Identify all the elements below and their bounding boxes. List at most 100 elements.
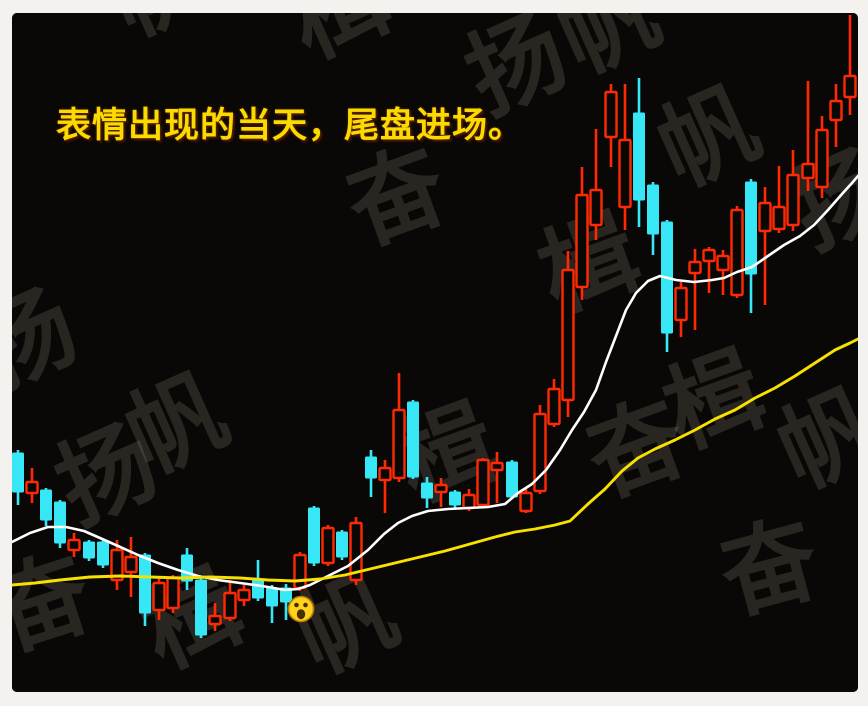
candle-body (139, 554, 151, 614)
candle-body (321, 526, 335, 565)
candle-body (702, 248, 716, 263)
candle-up (772, 166, 786, 233)
candle-body (392, 408, 406, 480)
candle-body (561, 268, 575, 402)
candle-body (829, 99, 843, 122)
candle-down (661, 220, 673, 352)
candle-up (618, 84, 632, 230)
candle-body (815, 128, 829, 189)
candle-down (83, 540, 95, 561)
candle-body (476, 458, 490, 507)
candle-body (618, 138, 632, 209)
candle-body (589, 188, 603, 227)
candle-down (308, 506, 320, 566)
emoji-open-mouth (296, 609, 306, 620)
candle-up (786, 150, 800, 231)
candle-up (801, 81, 815, 191)
candle-up (378, 460, 392, 513)
candle-body (124, 555, 138, 574)
candle-down (506, 460, 518, 499)
candle-body (280, 587, 292, 603)
chart-canvas: 帆楫帆扬奋帆楫扬扬帆扬楫奋楫帆奋楫帆奋 (12, 13, 858, 692)
candle-body (772, 205, 786, 231)
candle-up (843, 15, 857, 115)
candle-body (378, 466, 392, 482)
ma-line-yellow (12, 337, 858, 587)
candle-up (575, 167, 589, 300)
candle-body (195, 579, 207, 636)
candle-body (730, 208, 744, 297)
candle-body (152, 581, 166, 612)
candle-up (702, 247, 716, 293)
candle-body (266, 587, 278, 607)
candle-body (519, 491, 533, 513)
candle-body (843, 74, 857, 99)
candle-up (758, 187, 772, 305)
candle-body (421, 482, 433, 499)
candle-up (476, 458, 490, 507)
candle-up (321, 525, 335, 566)
candle-up (829, 84, 843, 147)
candle-up (237, 585, 251, 606)
candle-up (166, 575, 180, 613)
candle-body (462, 493, 476, 510)
candle-up (716, 250, 730, 295)
candle-down (633, 78, 645, 227)
candle-up (67, 533, 81, 557)
candle-down (97, 539, 109, 568)
candle-down (40, 488, 52, 526)
candle-up (730, 206, 744, 298)
candle-body (237, 588, 251, 602)
chart-annotation-text: 表情出现的当天，尾盘进场。 (56, 106, 525, 146)
candle-down (12, 450, 24, 505)
candle-up (815, 116, 829, 198)
candle-body (604, 90, 618, 139)
candle-body (54, 501, 66, 544)
candle-body (293, 553, 307, 590)
candle-body (349, 521, 363, 582)
candle-down (407, 400, 419, 479)
candle-up (604, 84, 618, 167)
candle-body (647, 184, 659, 235)
candle-up (561, 251, 575, 417)
candle-up (349, 517, 363, 585)
candle-up (152, 577, 166, 620)
candle-body (786, 173, 800, 227)
chart-background (12, 13, 858, 692)
candle-body (365, 456, 377, 479)
emoji-left-eye (294, 602, 299, 608)
candle-body (506, 461, 518, 498)
emoji-face (287, 595, 315, 623)
candle-body (308, 507, 320, 564)
candle-body (208, 614, 222, 626)
candle-up (490, 452, 504, 503)
candle-up (293, 552, 307, 591)
candle-body (336, 531, 348, 558)
candle-up (674, 282, 688, 337)
candle-up (547, 379, 561, 427)
candle-body (252, 579, 264, 599)
ma-line-white (12, 174, 858, 592)
candle-up (434, 478, 448, 507)
candlestick-chart: 帆楫帆扬奋帆楫扬扬帆扬楫奋楫帆奋楫帆奋 表情出现的当天，尾盘进场。 (12, 13, 858, 692)
candle-body (716, 254, 730, 272)
candle-up (589, 129, 603, 240)
candle-body (688, 260, 702, 275)
candle-up (462, 489, 476, 511)
candle-body (407, 401, 419, 478)
candle-body (547, 387, 561, 426)
candle-down (421, 477, 433, 508)
candle-up (392, 373, 406, 482)
candle-body (12, 452, 24, 493)
candle-up (208, 603, 222, 631)
candle-down (195, 578, 207, 638)
candle-down (336, 530, 348, 560)
candle-body (97, 541, 109, 566)
candle-body (25, 480, 39, 495)
candle-up (223, 580, 237, 621)
candle-body (633, 112, 645, 201)
candle-down (449, 490, 461, 508)
candle-up (110, 540, 124, 590)
surprised-emoji-marker (287, 595, 315, 623)
